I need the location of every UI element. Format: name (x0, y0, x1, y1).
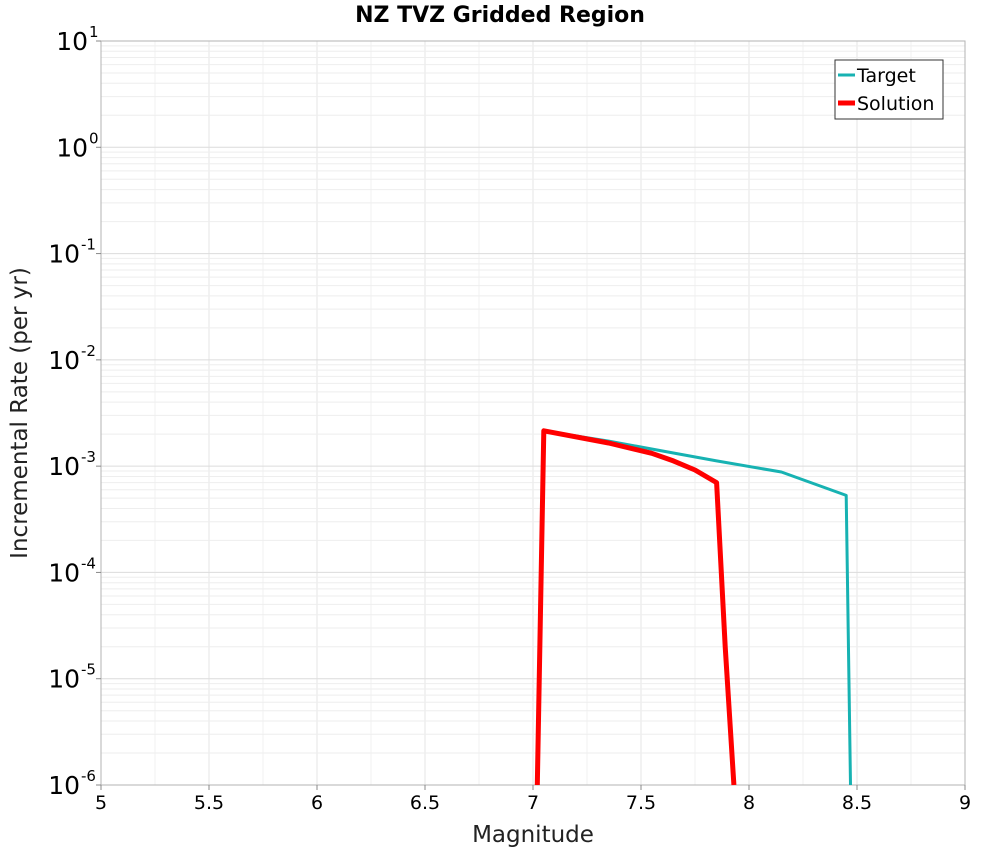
y-tick-exponent: 1 (89, 23, 99, 41)
y-tick-exponent: -6 (81, 767, 96, 785)
x-tick-label: 6 (311, 792, 323, 814)
chart-title: NZ TVZ Gridded Region (355, 3, 645, 28)
x-tick-label: 7.5 (626, 792, 656, 814)
legend-box (834, 59, 944, 120)
y-tick-label: 10 -6 (48, 767, 96, 800)
y-tick-base: 10 (48, 558, 80, 587)
legend-label-solution: Solution (857, 93, 934, 115)
y-tick-base: 10 (48, 346, 80, 375)
series-layer (534, 428, 852, 786)
y-tick-exponent: -2 (81, 342, 96, 360)
y-tick-exponent: 0 (89, 129, 99, 147)
x-tick-label: 9 (959, 792, 971, 814)
y-tick-exponent: -5 (81, 661, 96, 679)
legend-label-target: Target (856, 65, 916, 87)
y-tick-exponent: -1 (81, 236, 96, 254)
y-tick-base: 10 (48, 771, 80, 800)
y-tick-label: 10 -5 (48, 661, 96, 694)
x-tick-label: 5.5 (194, 792, 224, 814)
legend: Target Solution (834, 59, 944, 120)
y-tick-label: 10 1 (56, 23, 98, 56)
x-tick-label: 8 (743, 792, 755, 814)
y-tick-label: 10 -2 (48, 342, 96, 375)
y-tick-base: 10 (56, 27, 88, 56)
y-tick-base: 10 (56, 133, 88, 162)
x-axis-label: Magnitude (472, 822, 594, 848)
y-tick-base: 10 (48, 665, 80, 694)
y-tick-label: 10 -1 (48, 236, 96, 269)
y-tick-base: 10 (48, 452, 80, 481)
y-axis-label: Incremental Rate (per yr) (7, 267, 33, 559)
y-tick-exponent: -4 (81, 554, 96, 572)
y-tick-exponent: -3 (81, 448, 96, 466)
y-tick-label: 10 -3 (48, 448, 96, 481)
x-tick-label: 6.5 (410, 792, 440, 814)
x-axis-ticks: 5 5.5 6 6.5 7 7.5 8 8.5 9 (95, 785, 971, 814)
x-tick-label: 8.5 (842, 792, 872, 814)
y-tick-base: 10 (48, 240, 80, 269)
x-tick-label: 5 (95, 792, 107, 814)
x-tick-label: 7 (527, 792, 539, 814)
y-tick-label: 10 -4 (48, 554, 96, 587)
y-tick-label: 10 0 (56, 129, 98, 162)
